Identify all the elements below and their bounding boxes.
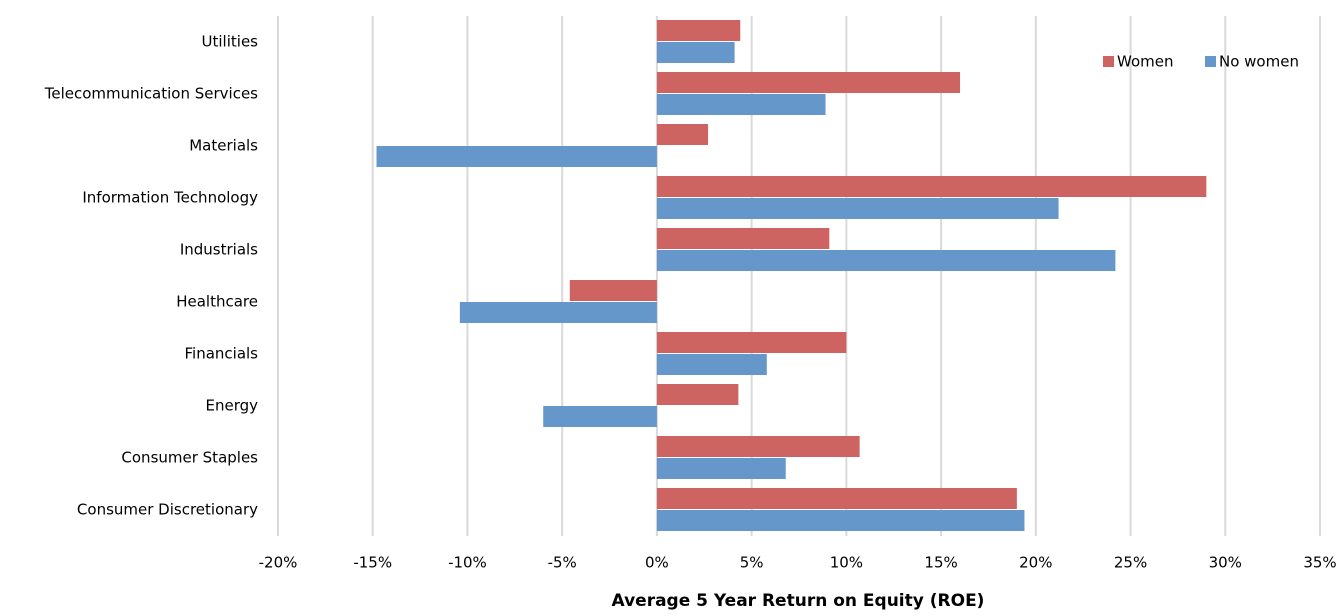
y-tick-label: Utilities (202, 33, 259, 51)
bar (656, 42, 735, 63)
y-tick-label: Materials (189, 137, 258, 155)
bar (569, 280, 657, 301)
x-tick-label: 35% (1303, 554, 1336, 572)
bar (656, 72, 961, 93)
y-tick-label: Industrials (180, 241, 258, 259)
bar (459, 302, 657, 323)
bar (376, 146, 657, 167)
x-tick-label: 10% (830, 554, 863, 572)
bar (543, 406, 657, 427)
legend-label: No women (1219, 53, 1299, 71)
y-tick-label: Telecommunication Services (44, 85, 258, 103)
bar (656, 458, 786, 479)
x-tick-label: 15% (924, 554, 957, 572)
legend-swatch (1205, 56, 1216, 67)
x-tick-label: 20% (1019, 554, 1052, 572)
x-tick-label: -15% (353, 554, 392, 572)
y-tick-label: Information Technology (82, 189, 258, 207)
x-tick-label: 30% (1209, 554, 1242, 572)
y-tick-label: Energy (205, 397, 258, 415)
x-axis-title: Average 5 Year Return on Equity (ROE) (612, 591, 985, 611)
x-tick-label: -20% (259, 554, 298, 572)
bar (656, 176, 1207, 197)
y-tick-label: Financials (185, 345, 259, 363)
x-tick-label: 5% (740, 554, 764, 572)
bar (656, 436, 860, 457)
bar (656, 124, 709, 145)
bar (656, 94, 826, 115)
x-tick-label: -10% (448, 554, 487, 572)
bar (656, 20, 741, 41)
y-tick-label: Consumer Staples (121, 449, 258, 467)
bar (656, 510, 1025, 531)
x-tick-label: -5% (548, 554, 577, 572)
bar (656, 488, 1017, 509)
bar (656, 250, 1116, 271)
legend-swatch (1103, 56, 1114, 67)
x-tick-label: 25% (1114, 554, 1147, 572)
bar (656, 384, 739, 405)
y-tick-label: Healthcare (176, 293, 258, 311)
bar (656, 228, 830, 249)
y-tick-label: Consumer Discretionary (77, 501, 258, 519)
x-tick-label: 0% (645, 554, 669, 572)
bar (656, 332, 847, 353)
legend-label: Women (1117, 53, 1173, 71)
bar (656, 198, 1059, 219)
bar (656, 354, 767, 375)
